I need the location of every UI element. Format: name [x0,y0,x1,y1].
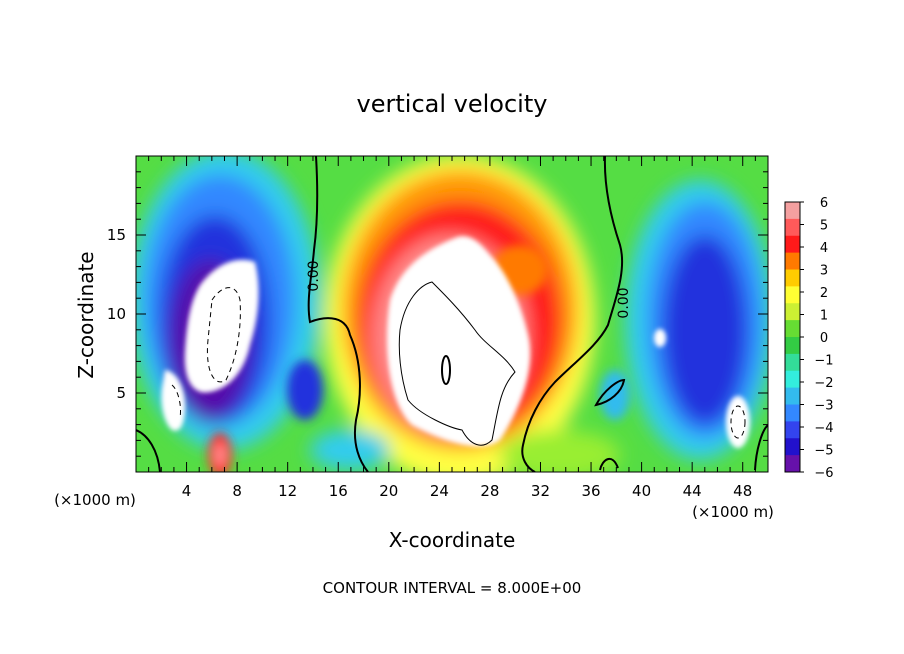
y-axis: 5 10 15 [107,171,768,457]
colorbar-tick-label: −4 [814,421,833,436]
colorbar-tick-label: 4 [820,241,828,256]
contour-label: 0.00 [616,287,632,318]
colorbar-tick-label: 2 [820,286,828,301]
colorbar-swatch [785,438,800,456]
x-tick-label: 44 [683,482,702,500]
colorbar-swatch [785,252,800,270]
y-tick-label: 5 [116,384,126,402]
colorbar-tick-label: 0 [820,331,828,346]
x-tick-label: 32 [531,482,550,500]
colorbar-swatch [785,370,800,389]
x-tick-label: 16 [329,482,348,500]
colorbar-swatch [785,387,800,405]
y-axis-label: Z-coordinate [74,251,98,378]
colorbar-swatch [785,404,800,422]
colorbar-swatch [785,218,800,237]
colorbar-swatch [785,202,800,220]
x-axis-unit-right: (×1000 m) [692,503,774,521]
x-tick-label: 4 [182,482,192,500]
colorbar-tick-label: 6 [820,196,828,211]
colorbar-tick-label: 3 [820,264,828,279]
x-tick-label: 48 [733,482,752,500]
contour-lines [136,156,768,472]
colorbar-swatch [785,337,800,355]
colorbar-swatch [785,303,800,321]
colorbar-tick-label: −2 [814,376,833,391]
colorbar: 6 5 4 3 2 1 0 −1 −2 −3 −4 −5 −6 [784,196,834,481]
colorbar-swatch [785,286,800,304]
colorbar-swatch [785,353,800,372]
x-tick-label: 24 [430,482,449,500]
x-axis-unit: (×1000 m) [54,491,136,509]
x-tick-label: 12 [278,482,297,500]
colorbar-tick-label: 1 [820,309,828,324]
x-tick-label: 28 [480,482,499,500]
y-tick-label: 10 [107,305,126,323]
colorbar-swatch [785,320,800,338]
colorbar-swatch [785,235,800,254]
colorbar-swatch [785,455,800,473]
chart-title: vertical velocity [357,90,548,118]
y-tick-label: 15 [107,226,126,244]
x-tick-label: 8 [232,482,242,500]
x-tick-label: 40 [632,482,651,500]
colorbar-tick-label: −5 [814,444,833,459]
colorbar-tick-label: −1 [814,354,833,369]
x-tick-label: 36 [581,482,600,500]
colorbar-swatch [785,421,800,439]
x-axis-label: X-coordinate [389,528,516,552]
colorbar-tick-label: 5 [820,219,828,234]
colorbar-tick-label: −3 [814,399,833,414]
colorbar-swatch [785,269,800,287]
contour-label: 0.00 [306,260,322,291]
x-axis: 4 8 12 16 20 24 28 32 36 40 44 48 [148,156,756,500]
colorbar-tick-label: −6 [814,466,833,481]
velocity-field [136,156,768,472]
x-tick-label: 20 [379,482,398,500]
contour-interval-note: CONTOUR INTERVAL = 8.000E+00 [323,579,582,597]
